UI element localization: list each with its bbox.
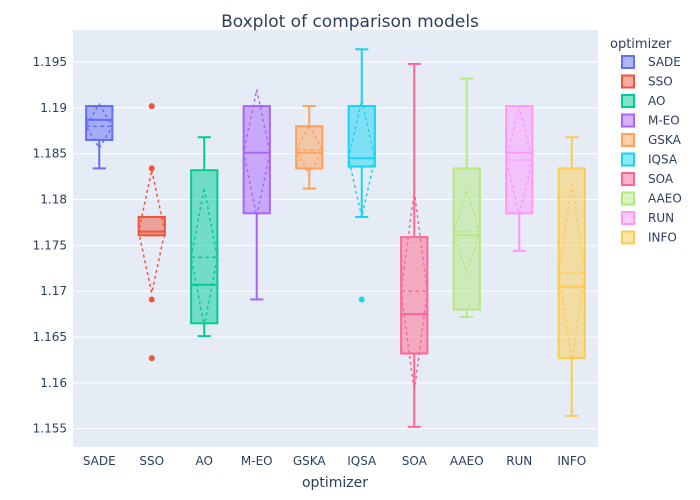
y-tick-label: 1.195 — [33, 55, 67, 69]
legend-item-iqsa[interactable]: IQSA — [621, 152, 678, 167]
legend-swatch — [621, 172, 635, 186]
outlier-point — [148, 165, 155, 172]
sd-diamond — [452, 187, 481, 276]
box-body — [190, 169, 219, 325]
legend-swatch — [621, 191, 635, 206]
legend-swatch — [621, 152, 635, 167]
outlier-point — [148, 103, 155, 110]
legend-label: INFO — [648, 231, 677, 245]
y-tick-label: 1.16 — [40, 376, 67, 390]
y-tick-label: 1.165 — [33, 330, 67, 344]
legend-swatch — [621, 211, 635, 225]
sd-diamond — [400, 191, 429, 392]
legend-title: optimizer — [610, 37, 672, 52]
x-axis-title: optimizer — [302, 475, 368, 491]
y-tick-label: 1.175 — [33, 238, 67, 252]
sd-diamond — [85, 102, 114, 150]
plot-area — [73, 30, 598, 447]
legend-label: M-EO — [648, 114, 680, 128]
box-m-eo[interactable] — [242, 89, 271, 301]
x-tick-label: INFO — [557, 454, 586, 468]
y-tick-label: 1.185 — [33, 147, 67, 161]
chart-title: Boxplot of comparison models — [221, 12, 479, 32]
box-sso[interactable] — [137, 103, 166, 362]
sd-diamond — [242, 89, 271, 217]
box-aaeo[interactable] — [452, 77, 481, 318]
legend-item-soa[interactable]: SOA — [621, 172, 674, 186]
legend-swatch — [621, 94, 635, 108]
legend-item-run[interactable]: RUN — [621, 211, 674, 225]
legend-label: SOA — [648, 172, 674, 186]
box-gska[interactable] — [295, 105, 324, 190]
box-soa[interactable] — [400, 62, 429, 428]
x-axis-ticks: SADE SSO AO M-EO GSKA IQSA SOA AAEO RUN INFO — [83, 454, 586, 468]
legend-swatch — [621, 133, 635, 147]
x-tick-label: SOA — [402, 454, 428, 468]
x-tick-label: SSO — [139, 454, 164, 468]
legend-swatch — [621, 55, 635, 69]
x-tick-label: AAEO — [450, 454, 484, 468]
y-tick-label: 1.155 — [33, 422, 67, 436]
box-run[interactable] — [505, 105, 534, 252]
legend-label: GSKA — [648, 133, 682, 147]
y-axis-ticks: 1.155 1.16 1.165 1.17 1.175 1.18 1.185 1.19 1.19… — [33, 55, 67, 436]
box-iqsa[interactable] — [347, 48, 376, 303]
x-tick-label: M-EO — [241, 454, 273, 468]
box-sade[interactable] — [85, 102, 114, 170]
x-tick-label: GSKA — [293, 454, 327, 468]
legend-item-sso[interactable]: SSO — [621, 74, 673, 89]
box-body — [295, 125, 324, 170]
box-series — [85, 48, 586, 428]
legend-item-gska[interactable]: GSKA — [621, 133, 682, 147]
box-body — [85, 105, 114, 141]
box-info[interactable] — [557, 136, 586, 417]
sd-diamond — [190, 188, 219, 327]
legend-item-sade[interactable]: SADE — [621, 55, 681, 69]
y-tick-label: 1.19 — [40, 101, 67, 115]
outlier-point — [148, 296, 155, 303]
legend-item-ao[interactable]: AO — [621, 94, 665, 108]
box-body — [400, 236, 429, 355]
legend-label: SADE — [648, 55, 681, 69]
x-tick-label: AO — [196, 454, 213, 468]
legend-label: AO — [648, 94, 665, 108]
legend-swatch — [621, 74, 635, 89]
legend-swatch — [621, 230, 635, 245]
legend-swatch — [621, 113, 635, 128]
outlier-point — [148, 355, 155, 362]
legend-label: AAEO — [648, 192, 682, 206]
legend-item-m-eo[interactable]: M-EO — [621, 113, 680, 128]
box-body — [557, 167, 586, 360]
y-tick-label: 1.18 — [40, 193, 67, 207]
legend-label: IQSA — [648, 153, 678, 167]
sd-diamond — [295, 123, 324, 177]
legend-item-aaeo[interactable]: AAEO — [621, 191, 682, 206]
legend: SADE SSO AO M-EO GSKA IQSA SOA AAEO RUN INFO — [621, 55, 682, 245]
sd-diamond — [505, 105, 534, 215]
outlier-point — [358, 296, 365, 303]
box-body — [242, 105, 271, 215]
box-ao[interactable] — [190, 136, 219, 338]
sd-diamond — [557, 182, 586, 363]
x-tick-label: RUN — [506, 454, 532, 468]
y-tick-label: 1.17 — [40, 284, 67, 298]
box-body — [452, 167, 481, 311]
legend-item-info[interactable]: INFO — [621, 230, 677, 245]
legend-label: SSO — [648, 75, 673, 89]
legend-label: RUN — [648, 211, 674, 225]
x-tick-label: SADE — [83, 454, 116, 468]
sd-diamond — [347, 99, 376, 218]
x-tick-label: IQSA — [347, 454, 377, 468]
